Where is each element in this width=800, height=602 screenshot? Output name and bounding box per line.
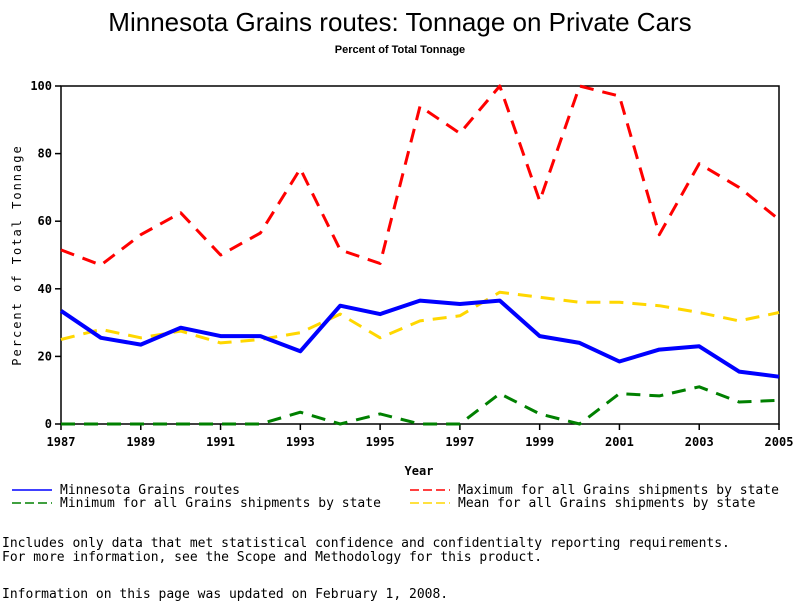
chart-subtitle: Percent of Total Tonnage — [335, 44, 465, 56]
x-tick-label: 1991 — [206, 435, 235, 449]
y-tick-label: 0 — [45, 417, 52, 431]
legend-label: Mean for all Grains shipments by state — [458, 496, 756, 511]
x-tick-label: 2003 — [685, 435, 714, 449]
y-tick-label: 40 — [38, 282, 52, 296]
x-tick-label: 2005 — [765, 435, 794, 449]
x-tick-label: 1997 — [445, 435, 474, 449]
y-tick-label: 60 — [38, 214, 52, 228]
x-tick-label: 1987 — [47, 435, 76, 449]
chart-title: Minnesota Grains routes: Tonnage on Priv… — [108, 7, 691, 37]
note-confidence: Includes only data that met statistical … — [2, 536, 730, 551]
series-line-1 — [61, 86, 779, 265]
y-tick-label: 80 — [38, 147, 52, 161]
plot-frame — [61, 86, 779, 424]
x-tick-label: 1999 — [525, 435, 554, 449]
x-tick-label: 1989 — [126, 435, 155, 449]
x-axis: 1987 1989 1991 1993 1995 1997 1999 2001 2003 2005 — [47, 424, 794, 449]
note-more-info: For more information, see the Scope and … — [2, 550, 542, 565]
x-tick-label: 1993 — [286, 435, 315, 449]
y-axis: 0 20 40 60 80 100 — [30, 79, 61, 431]
x-tick-label: 2001 — [605, 435, 634, 449]
line-chart: Minnesota Grains routes: Tonnage on Priv… — [0, 0, 800, 530]
y-tick-label: 100 — [30, 79, 52, 93]
plot-border — [61, 86, 779, 424]
y-tick-label: 20 — [38, 349, 52, 363]
series-lines — [61, 86, 779, 424]
x-tick-label: 1995 — [366, 435, 395, 449]
series-line-2 — [61, 387, 779, 424]
y-axis-label: Percent of Total Tonnage — [10, 144, 24, 365]
legend-label: Minimum for all Grains shipments by stat… — [60, 496, 381, 511]
series-line-0 — [61, 301, 779, 377]
x-axis-label: Year — [405, 464, 434, 478]
